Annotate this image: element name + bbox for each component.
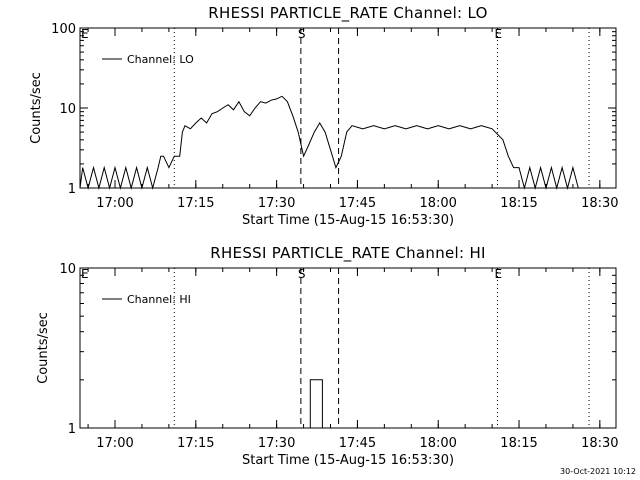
x-tick-label: 18:00 <box>419 196 456 211</box>
plot-frame <box>79 27 617 189</box>
marker-label: E <box>494 267 502 281</box>
panel-hi <box>79 267 617 429</box>
marker-label: S <box>298 267 306 281</box>
chart-title: RHESSI PARTICLE_RATE Channel: LO <box>208 4 487 23</box>
x-tick-label: 17:45 <box>339 196 376 211</box>
x-tick-label: 18:00 <box>419 436 456 451</box>
y-tick-label: 10 <box>59 102 76 117</box>
x-axis-title: Start Time (15-Aug-15 16:53:30) <box>242 453 454 468</box>
x-tick-label: 17:00 <box>96 436 133 451</box>
y-axis-title: Counts/sec <box>29 72 44 144</box>
series-line-hi <box>309 379 323 428</box>
y-tick-label: 1 <box>68 182 76 197</box>
x-tick-label: 17:15 <box>177 436 214 451</box>
marker-label: E <box>81 267 89 281</box>
x-tick-label: 17:15 <box>177 196 214 211</box>
x-tick-label: 17:30 <box>258 196 295 211</box>
x-tick-label: 18:15 <box>500 436 537 451</box>
y-axis-title: Counts/sec <box>36 312 51 384</box>
x-tick-label: 17:30 <box>258 436 295 451</box>
marker-label: E <box>81 27 89 41</box>
y-tick-label: 100 <box>51 22 76 37</box>
x-tick-label: 17:00 <box>96 196 133 211</box>
y-tick-label: 1 <box>68 422 76 437</box>
series-line-lo <box>79 95 611 190</box>
x-tick-label: 18:30 <box>581 436 618 451</box>
plot-frame <box>79 267 617 429</box>
x-tick-label: 18:30 <box>581 196 618 211</box>
footer-timestamp: 30-Oct-2021 10:12 <box>560 467 636 476</box>
x-tick-label: 18:15 <box>500 196 537 211</box>
legend-label: Channel: LO <box>127 53 194 66</box>
marker-label: E <box>494 27 502 41</box>
x-axis-title: Start Time (15-Aug-15 16:53:30) <box>242 213 454 228</box>
y-tick-label: 10 <box>59 262 76 277</box>
marker-label: S <box>298 27 306 41</box>
chart-title: RHESSI PARTICLE_RATE Channel: HI <box>210 244 486 263</box>
panel-lo <box>79 27 617 190</box>
legend-label: Channel: HI <box>127 293 191 306</box>
x-tick-label: 17:45 <box>339 436 376 451</box>
